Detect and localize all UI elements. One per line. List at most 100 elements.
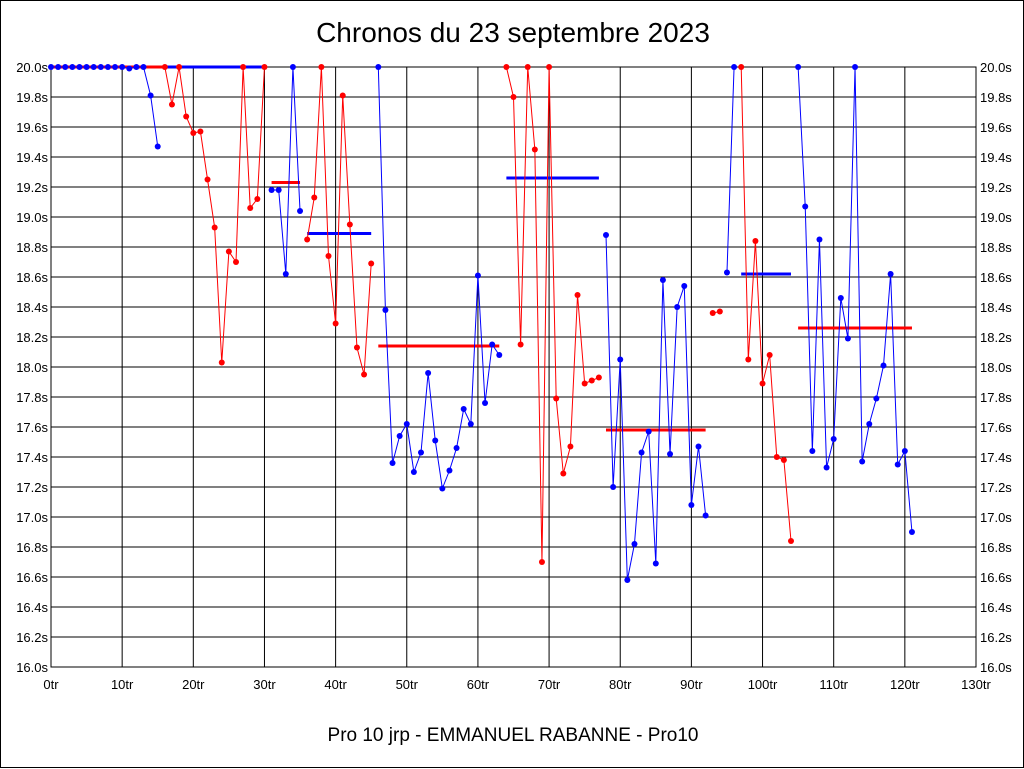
data-point-blue — [681, 283, 688, 289]
x-tick-label: 90tr — [680, 677, 703, 692]
y-tick-label-left: 18.8s — [16, 240, 48, 255]
data-point-blue — [418, 449, 424, 456]
data-point-red — [510, 94, 517, 100]
y-tick-label-right: 19.0s — [980, 210, 1012, 225]
data-point-red — [745, 356, 752, 363]
data-point-blue — [69, 64, 76, 70]
y-tick-label-right: 16.8s — [980, 540, 1012, 555]
data-point-blue — [474, 272, 481, 279]
y-tick-label-left: 16.8s — [16, 540, 48, 555]
data-point-red — [240, 64, 247, 70]
series-line-blue — [51, 66, 159, 147]
data-point-red — [567, 443, 574, 450]
y-tick-label-left: 19.8s — [16, 90, 48, 105]
y-tick-label-left: 17.2s — [16, 480, 48, 495]
y-tick-label-left: 16.2s — [16, 630, 48, 645]
data-point-red — [503, 64, 510, 70]
y-tick-label-left: 19.4s — [16, 150, 48, 165]
series-line-blue — [605, 234, 707, 581]
data-point-blue — [610, 484, 617, 490]
data-point-blue — [624, 577, 631, 583]
data-point-blue — [76, 64, 83, 70]
data-point-red — [353, 344, 360, 351]
data-point-red — [247, 205, 254, 211]
data-point-blue — [460, 406, 467, 412]
data-point-red — [538, 559, 545, 565]
data-point-blue — [837, 295, 844, 301]
data-point-blue — [866, 421, 873, 427]
data-point-blue — [112, 64, 119, 70]
data-point-blue — [859, 458, 866, 465]
data-point-red — [780, 457, 787, 463]
data-point-blue — [147, 92, 154, 99]
y-tick-label-left: 20.0s — [16, 60, 48, 75]
chart-xlabel: Pro 10 jrp - EMMANUEL RABANNE - Pro10 — [327, 725, 699, 746]
data-point-blue — [467, 421, 474, 427]
series-line-red — [164, 66, 265, 363]
data-point-blue — [638, 449, 645, 456]
data-point-blue — [802, 203, 809, 210]
x-tick-label: 10tr — [111, 677, 134, 692]
data-point-blue — [446, 467, 453, 474]
data-point-red — [716, 308, 723, 315]
data-point-blue — [631, 541, 638, 547]
x-tick-label: 60tr — [467, 677, 490, 692]
data-point-red — [197, 128, 204, 135]
y-tick-label-left: 18.6s — [16, 270, 48, 285]
data-point-blue — [674, 304, 681, 310]
data-point-blue — [852, 64, 859, 70]
data-point-blue — [425, 370, 432, 376]
x-tick-label: 30tr — [253, 677, 276, 692]
data-point-red — [161, 64, 168, 70]
x-tick-label: 50tr — [396, 677, 419, 692]
x-tick-label: 110tr — [819, 677, 848, 692]
y-tick-label-left: 19.0s — [16, 210, 48, 225]
y-tick-label-right: 17.2s — [980, 480, 1012, 495]
tick-labels: 16.0s 16.0s 16.2s 16.2s 16.4s 16.4s 16.6s 16.6s… — [16, 60, 1012, 692]
x-tick-label: 80tr — [609, 677, 632, 692]
data-point-blue — [97, 64, 104, 70]
y-tick-label-left: 17.4s — [16, 450, 48, 465]
data-point-red — [517, 341, 524, 348]
y-tick-label-left: 17.8s — [16, 390, 48, 405]
y-tick-label-right: 19.6s — [980, 120, 1012, 135]
y-tick-label-left: 18.2s — [16, 330, 48, 345]
data-point-blue — [282, 271, 289, 277]
y-tick-label-right: 19.8s — [980, 90, 1012, 105]
data-point-red — [546, 64, 553, 70]
data-point-red — [211, 224, 218, 231]
y-tick-label-right: 18.2s — [980, 330, 1012, 345]
data-point-red — [361, 371, 368, 378]
data-point-blue — [731, 64, 738, 70]
x-tick-label: 0tr — [43, 677, 59, 692]
data-point-blue — [410, 469, 417, 475]
data-point-red — [318, 64, 325, 70]
data-point-red — [204, 176, 211, 183]
data-point-blue — [723, 269, 730, 276]
y-tick-label-right: 17.6s — [980, 420, 1012, 435]
y-tick-label-right: 16.0s — [980, 660, 1012, 675]
data-point-red — [574, 292, 581, 298]
data-point-red — [759, 380, 766, 387]
data-point-blue — [126, 65, 133, 72]
y-tick-label-right: 18.4s — [980, 300, 1012, 315]
x-tick-label: 20tr — [182, 677, 205, 692]
series-line-blue — [377, 66, 500, 491]
y-tick-label-left: 16.6s — [16, 570, 48, 585]
data-point-red — [346, 221, 353, 228]
data-point-red — [524, 64, 531, 70]
data-point-blue — [119, 64, 126, 70]
data-point-blue — [382, 307, 389, 313]
data-point-blue — [894, 461, 901, 468]
data-point-blue — [489, 341, 496, 348]
data-point-red — [773, 454, 780, 460]
data-point-blue — [809, 448, 816, 454]
data-point-blue — [688, 502, 695, 508]
series-line-blue — [726, 66, 735, 273]
data-point-red — [553, 395, 560, 402]
data-point-blue — [652, 560, 659, 567]
data-point-red — [588, 377, 595, 384]
data-point-blue — [133, 64, 140, 70]
y-tick-label-left: 17.0s — [16, 510, 48, 525]
data-point-blue — [908, 529, 915, 535]
